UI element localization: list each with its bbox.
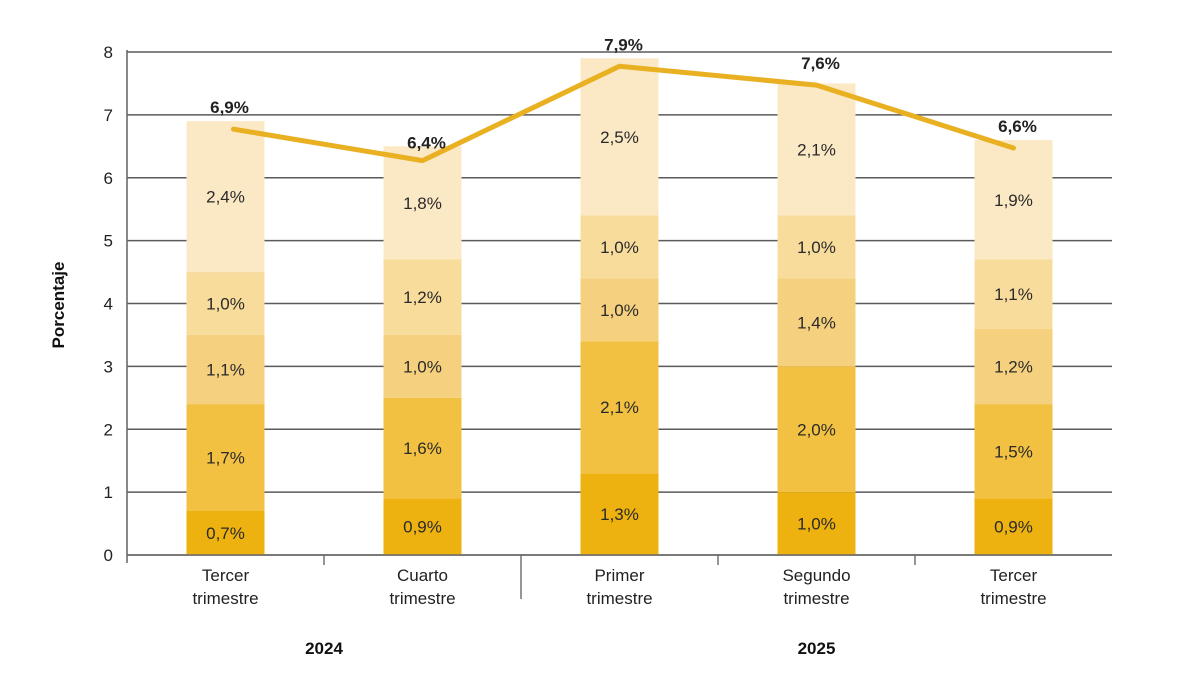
y-tick-label: 8	[104, 43, 113, 62]
y-tick-label: 2	[104, 420, 113, 439]
bar-segment	[777, 278, 856, 367]
bar-segment	[383, 334, 462, 398]
bar-segment	[383, 498, 462, 555]
segment-value-label: 1,2%	[403, 288, 442, 307]
bars	[186, 58, 1053, 555]
x-category-label: trimestre	[192, 589, 258, 608]
bar-segment	[186, 334, 265, 405]
segment-value-label: 2,4%	[206, 188, 245, 207]
y-tick-label: 6	[104, 169, 113, 188]
segment-value-label: 1,3%	[600, 505, 639, 524]
y-tick-label: 7	[104, 106, 113, 125]
segment-value-label: 1,2%	[994, 357, 1033, 376]
segment-value-label: 1,0%	[600, 301, 639, 320]
segment-value-label: 1,0%	[403, 357, 442, 376]
bar-stack	[383, 146, 462, 555]
year-group-label: 2024	[305, 639, 343, 658]
bar-segment	[777, 83, 856, 216]
segment-value-label: 1,4%	[797, 313, 836, 332]
bar-segment	[383, 397, 462, 499]
y-tick-label: 4	[104, 295, 113, 314]
bar-segment	[777, 366, 856, 493]
bar-segment	[580, 473, 659, 555]
bar-segment	[186, 272, 265, 335]
segment-value-label: 1,0%	[206, 295, 245, 314]
bar-segment	[974, 328, 1053, 405]
y-tick-label: 5	[104, 232, 113, 251]
y-tick-label: 3	[104, 357, 113, 376]
total-line-path	[231, 63, 1016, 164]
x-category-label: Segundo	[782, 566, 850, 585]
bar-segment	[383, 259, 462, 335]
bar-segment	[777, 492, 856, 555]
year-group-label: 2025	[798, 639, 836, 658]
bar-segment	[580, 58, 659, 216]
segment-value-label: 1,0%	[797, 238, 836, 257]
segment-value-label: 2,0%	[797, 420, 836, 439]
total-value-label: 6,9%	[210, 98, 249, 117]
total-value-label: 6,4%	[407, 134, 446, 153]
bar-segment	[974, 259, 1053, 329]
bar-segment	[974, 498, 1053, 555]
x-category-label: trimestre	[389, 589, 455, 608]
bar-stack	[580, 58, 659, 555]
bar-segment	[580, 215, 659, 279]
segment-value-label: 1,8%	[403, 194, 442, 213]
x-category-label: trimestre	[586, 589, 652, 608]
segment-value-label: 1,6%	[403, 439, 442, 458]
bar-stack	[974, 140, 1053, 555]
segment-value-label: 1,5%	[994, 442, 1033, 461]
y-tick-label: 1	[104, 483, 113, 502]
x-category-label: Primer	[594, 566, 644, 585]
bar-segment	[777, 215, 856, 279]
total-value-label: 7,6%	[801, 54, 840, 73]
bar-segment	[974, 140, 1053, 260]
labels: 0,7% 1,7% 1,1% 1,0% 2,4% 0,9% 1,6% 1,0% 1,2% 1,8%…	[206, 35, 1037, 543]
x-category-label: Tercer	[202, 566, 250, 585]
x-category-label: trimestre	[980, 589, 1046, 608]
segment-value-label: 0,9%	[403, 518, 442, 537]
total-line	[231, 63, 1016, 164]
bar-segment	[580, 278, 659, 342]
axes: Tercer trimestre Cuarto trimestre Primer trim…	[126, 50, 1112, 658]
bar-segment	[974, 404, 1053, 499]
bar-segment	[186, 121, 265, 273]
total-value-label: 6,6%	[998, 117, 1037, 136]
total-value-label: 7,9%	[604, 35, 643, 54]
segment-value-label: 1,1%	[994, 285, 1033, 304]
segment-value-label: 1,1%	[206, 361, 245, 380]
segment-value-label: 1,0%	[797, 515, 836, 534]
x-category-label: Tercer	[990, 566, 1038, 585]
segment-value-label: 2,1%	[600, 398, 639, 417]
bar-segment	[580, 341, 659, 474]
bar-stack	[186, 121, 265, 555]
x-category-label: trimestre	[783, 589, 849, 608]
segment-value-label: 1,9%	[994, 191, 1033, 210]
segment-value-label: 0,7%	[206, 524, 245, 543]
bar-stack	[777, 83, 856, 555]
y-axis-title: Porcentaje	[49, 262, 68, 349]
segment-value-label: 0,9%	[994, 518, 1033, 537]
y-tick-label: 0	[104, 546, 113, 565]
bar-segment	[383, 146, 462, 260]
segment-value-label: 1,0%	[600, 238, 639, 257]
segment-value-label: 1,7%	[206, 449, 245, 468]
bar-segment	[186, 404, 265, 511]
segment-value-label: 2,1%	[797, 140, 836, 159]
bar-segment	[186, 510, 265, 555]
segment-value-label: 2,5%	[600, 128, 639, 147]
x-category-label: Cuarto	[397, 566, 448, 585]
